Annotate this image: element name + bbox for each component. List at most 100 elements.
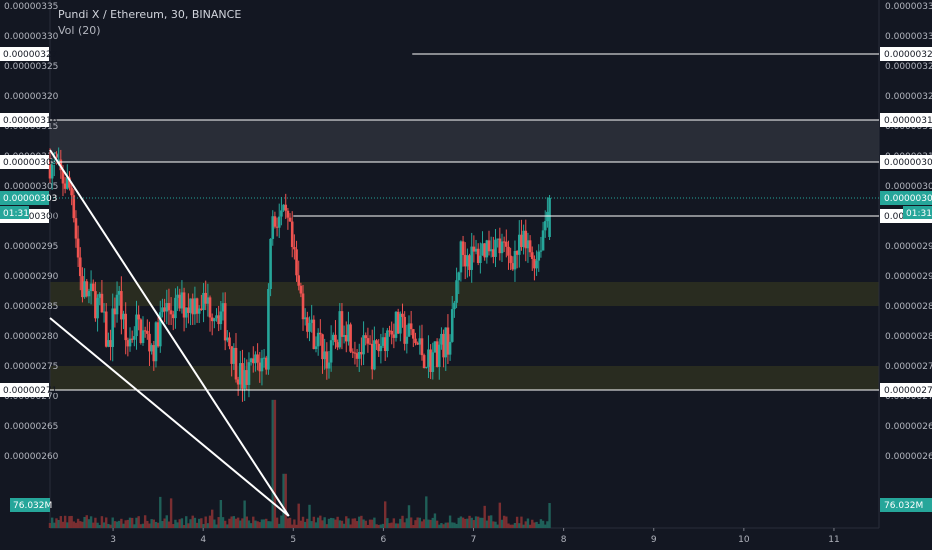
volume-bar-126	[321, 520, 324, 528]
candle-body-190	[459, 241, 463, 273]
candle-body-173	[422, 355, 426, 369]
candle-body-110	[286, 210, 290, 218]
volume-bar-10	[70, 515, 73, 528]
volume-bar-110	[286, 518, 290, 528]
volume-bar-99	[262, 519, 266, 528]
candle-body-125	[319, 332, 322, 335]
candle-body-52	[161, 307, 164, 313]
volume-bar-108	[282, 473, 285, 528]
volume-bar-230	[546, 521, 549, 528]
volume-bar-213	[509, 524, 512, 528]
candle-body-209	[500, 241, 504, 254]
volume-bar-147	[366, 524, 370, 528]
volume-bar-231	[548, 503, 551, 528]
volume-bar-122	[312, 516, 316, 528]
volume-bar-40	[135, 517, 138, 528]
volume-bar-171	[418, 517, 422, 528]
candle-body-55	[167, 303, 171, 311]
candle-body-218	[520, 234, 523, 248]
hline-label-left-1: 0.00000316	[3, 116, 58, 126]
volume-bar-47	[150, 519, 153, 528]
candle-body-181	[440, 333, 443, 345]
volume-bar-159	[392, 518, 396, 528]
volume-bar-139	[349, 524, 352, 528]
candle-body-72	[204, 292, 208, 304]
volume-bar-195	[470, 517, 473, 528]
volume-bar-204	[489, 515, 493, 528]
candle-body-40	[135, 314, 138, 337]
volume-bar-206	[494, 521, 497, 528]
volume-bar-177	[431, 517, 434, 528]
volume-bar-93	[249, 523, 253, 528]
candle-body-121	[310, 319, 313, 323]
candle-body-16	[83, 281, 86, 298]
candle-body-9	[68, 177, 71, 188]
candle-body-161	[396, 311, 400, 334]
volume-bar-135	[340, 520, 344, 528]
volume-bar-102	[269, 521, 272, 528]
volume-bar-35	[124, 520, 127, 528]
symbol-title: Pundi X / Ethereum, 30, BINANCE	[58, 8, 242, 21]
candle-body-217	[517, 234, 521, 255]
candle-body-175	[427, 349, 430, 367]
volume-bar-212	[507, 523, 510, 528]
volume-bar-63	[185, 516, 188, 528]
volume-bar-79	[219, 500, 223, 528]
hline-label-right-bg-0	[880, 47, 932, 61]
candle-body-195	[470, 246, 474, 270]
volume-bar-14	[79, 521, 82, 528]
candle-body-170	[416, 343, 419, 345]
candle-body-64	[187, 307, 190, 313]
hline-label-left-bg-0	[0, 47, 49, 61]
volume-bar-16	[83, 516, 86, 528]
volume-bar-137	[345, 516, 348, 528]
volume-bar-83	[228, 518, 231, 528]
candle-body-69	[197, 308, 201, 314]
candle-body-0	[48, 162, 52, 179]
candle-body-221	[526, 240, 530, 249]
candle-body-112	[290, 221, 294, 248]
candle-body-208	[498, 238, 502, 254]
volume-bar-128	[325, 524, 329, 528]
volume-bar-132	[334, 519, 337, 528]
candle-body-164	[403, 316, 406, 344]
volume-bar-82	[226, 524, 229, 528]
candle-body-41	[137, 314, 140, 320]
volume-bar-32	[118, 520, 121, 528]
candle-body-129	[327, 362, 331, 369]
candle-body-177	[431, 352, 435, 372]
y-tick-left-14: 0.00000265	[4, 422, 58, 432]
candle-body-144	[360, 352, 363, 355]
hline-label-right-0: 0.00000327	[884, 50, 932, 60]
volume-bar-71	[202, 524, 205, 528]
y-tick-right-0: 0.00000335	[885, 2, 932, 12]
volume-bar-143	[358, 516, 361, 528]
candle-body-185	[448, 341, 452, 355]
chart-legend: Pundi X / Ethereum, 30, BINANCE Vol (20)	[58, 7, 241, 39]
hline-label-left-0: 0.00000327	[3, 50, 57, 60]
volume-bar-174	[425, 496, 428, 528]
candle-body-63	[184, 307, 188, 318]
volume-bar-181	[440, 523, 443, 528]
volume-bar-224	[533, 522, 536, 528]
candle-body-105	[275, 226, 279, 228]
candle-body-160	[394, 311, 398, 338]
volume-bar-164	[403, 522, 406, 528]
candle-body-143	[357, 352, 361, 359]
candle-body-202	[485, 240, 489, 258]
volume-bar-227	[539, 519, 543, 528]
candle-body-169	[414, 338, 417, 344]
candle-body-220	[524, 230, 528, 249]
candle-body-126	[321, 334, 324, 360]
candle-body-150	[373, 340, 376, 370]
candle-body-135	[340, 311, 344, 337]
volume-bar-68	[195, 522, 199, 528]
volume-bar-65	[189, 519, 192, 528]
candle-body-124	[316, 332, 320, 347]
y-tick-left-9: 0.00000290	[4, 272, 59, 282]
volume-bar-86	[234, 518, 238, 528]
candle-body-42	[139, 319, 143, 343]
volume-bar-168	[412, 525, 415, 528]
volume-bar-73	[206, 523, 210, 528]
